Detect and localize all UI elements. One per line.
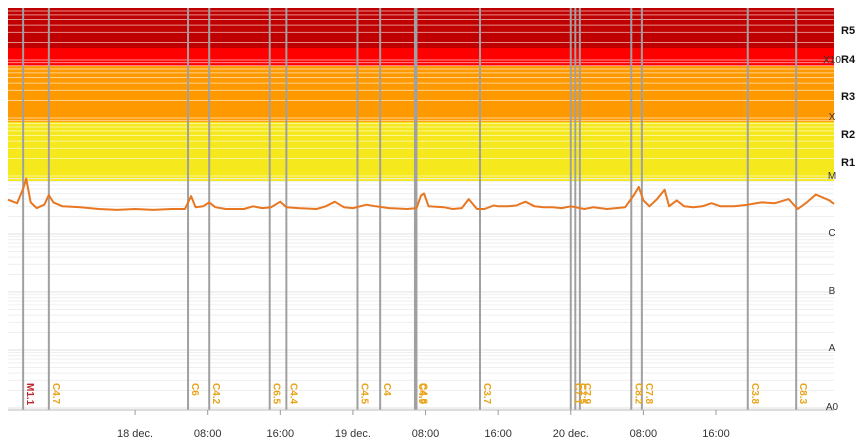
radio-blackout-label: R2 <box>841 129 855 141</box>
flux-series <box>7 177 835 211</box>
x-tick-label: 16:00 <box>267 428 295 440</box>
radio-blackout-label: R4 <box>841 54 856 66</box>
flux-line <box>7 177 835 211</box>
class-label: C <box>828 228 835 239</box>
class-label: A0 <box>826 402 839 413</box>
flare-event-label: C8.3 <box>797 383 808 405</box>
class-label: X <box>829 112 836 123</box>
class-label: A <box>829 343 836 354</box>
band-r2 <box>8 122 834 181</box>
x-tick-label: 08:00 <box>194 428 222 440</box>
band-r3 <box>8 66 834 122</box>
flare-event-label: C7.5 <box>576 383 587 405</box>
radio-blackout-bands <box>8 8 834 181</box>
flare-event-label: C6 <box>189 383 200 396</box>
x-tick-label: 08:00 <box>630 428 658 440</box>
class-label: M <box>828 171 836 182</box>
flare-event-label: C4.9 <box>416 383 427 405</box>
flare-event-label: C4.7 <box>50 383 61 405</box>
flare-event-label: C4 <box>381 383 392 396</box>
flare-event-label: C4.2 <box>210 383 221 405</box>
flare-event-label: C7.9 <box>581 383 592 405</box>
flare-event-label: C3.7 <box>481 383 492 405</box>
flare-event-label: C7.8 <box>643 383 654 405</box>
radio-blackout-labels: R1 R2 R3 R4 R5 <box>841 25 856 169</box>
x-axis: 18 dec. 08:00 16:00 19 dec. 08:00 16:00 20 dec… <box>8 409 834 440</box>
flare-event-labels: M1.1 C4.7 C6 C4.2 C6.5 C4.4 C4.5 C4 C4.9C4.8 C3.7… <box>24 383 808 406</box>
band-r5 <box>8 8 834 48</box>
flare-event-lines <box>22 8 798 410</box>
x-tick-label: 18 dec. <box>117 428 153 440</box>
x-tick-label: 16:00 <box>484 428 512 440</box>
flare-event-label: C6.5 <box>271 383 282 405</box>
flare-event-label: C3.8 <box>749 383 760 405</box>
class-label: B <box>829 286 836 297</box>
band-r4 <box>8 48 834 66</box>
flare-event-label: C4.8 <box>417 383 428 405</box>
flare-class-labels: A0 A B C M X X10 <box>823 55 841 413</box>
x-tick-label: 08:00 <box>412 428 440 440</box>
x-tick-label: 19 dec. <box>335 428 371 440</box>
x-tick-label: 20 dec. <box>553 428 589 440</box>
flare-event-label: C4.5 <box>358 383 369 405</box>
radio-blackout-label: R1 <box>841 157 855 169</box>
radio-blackout-label: R5 <box>841 25 855 37</box>
x-tick-label: 16:00 <box>702 428 730 440</box>
log-grid <box>8 178 834 409</box>
flare-event-label: C7.1 <box>572 383 583 405</box>
radio-blackout-label: R3 <box>841 91 855 103</box>
flare-event-label: C4.4 <box>287 383 298 405</box>
flare-event-label: M1.1 <box>24 383 35 406</box>
flare-event-label: C8.2 <box>632 383 643 405</box>
class-label: X10 <box>823 55 841 66</box>
